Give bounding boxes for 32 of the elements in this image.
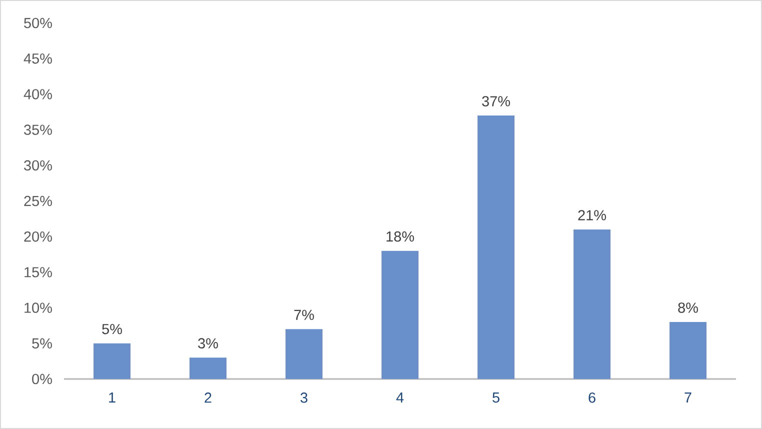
data-label: 37%: [482, 96, 510, 106]
y-tick-label: 45%: [24, 54, 52, 64]
data-label: 18%: [386, 231, 414, 242]
bar: [478, 116, 515, 379]
y-tick-label: 15%: [24, 267, 52, 278]
bar: [670, 322, 707, 379]
data-label: 3%: [198, 338, 218, 348]
data-label: 8%: [678, 302, 698, 313]
data-label: 7%: [294, 310, 314, 320]
x-tick-label: 2: [204, 392, 212, 403]
bar: [190, 358, 227, 379]
y-tick-label: 10%: [24, 302, 52, 313]
y-tick-label: 40%: [24, 89, 52, 100]
y-tick-label: 20%: [24, 231, 52, 242]
bar: [574, 229, 611, 379]
x-tick-label: 3: [300, 392, 308, 403]
bar: [382, 250, 419, 379]
data-label: 21%: [578, 210, 606, 220]
y-tick-label: 25%: [24, 196, 52, 206]
data-label: 5%: [102, 324, 122, 334]
x-tick-label: 6: [588, 392, 596, 403]
x-tick-label: 7: [684, 392, 692, 402]
y-tick-label: 30%: [24, 160, 52, 171]
y-tick-label: 50%: [24, 18, 52, 28]
x-tick-label: 1: [109, 392, 116, 402]
y-tick-label: 0%: [32, 374, 52, 384]
bar: [94, 343, 131, 379]
bar: [286, 329, 323, 379]
y-tick-label: 35%: [24, 124, 52, 135]
x-tick-label: 4: [396, 392, 404, 402]
x-tick-label: 5: [492, 392, 500, 403]
y-tick-label: 5%: [32, 338, 52, 348]
